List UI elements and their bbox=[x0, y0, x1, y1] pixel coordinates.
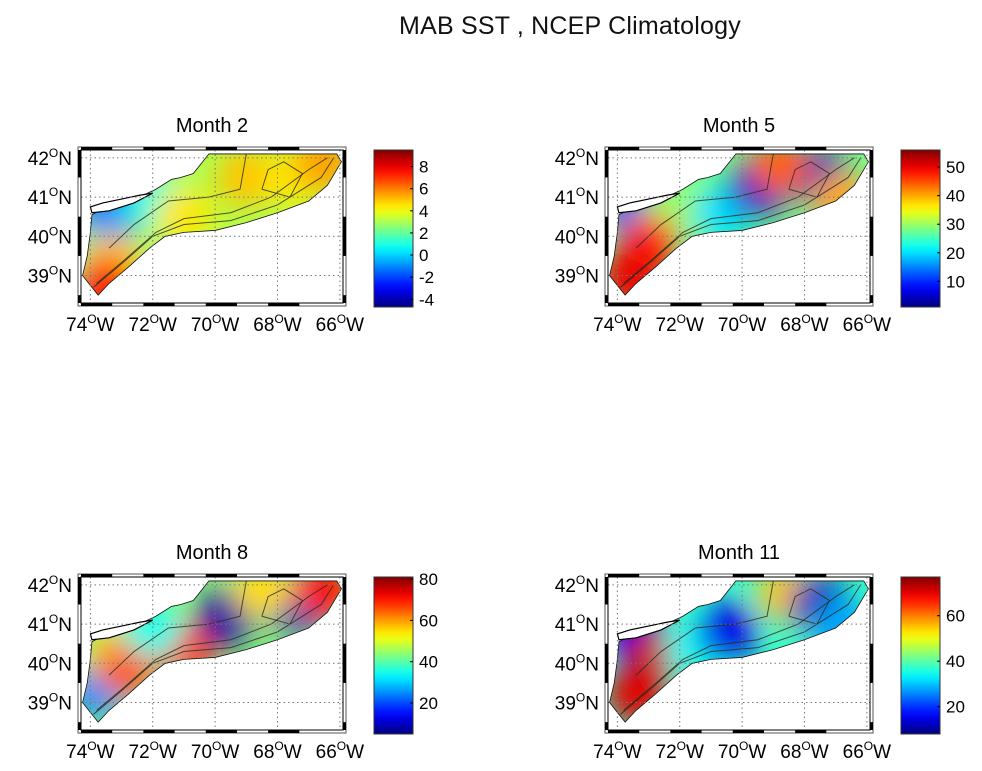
x-tick-label: 74OW bbox=[66, 312, 114, 336]
x-tick-label: 68OW bbox=[253, 739, 301, 763]
field-sample bbox=[216, 153, 277, 208]
colorbar-tick-label: 20 bbox=[946, 698, 965, 717]
bathymetry-contour bbox=[620, 584, 862, 715]
panel-title: Month 8 bbox=[176, 542, 248, 564]
bathymetry-contour bbox=[788, 588, 831, 625]
panel-title: Month 11 bbox=[698, 542, 780, 564]
panel-month-2: Month 2 39ON 40ON 41ON 42ON 74OW 72OW 70OW 68OW 6… bbox=[0, 108, 440, 338]
y-tick-label: 42ON bbox=[28, 573, 72, 597]
y-tick-label: 39ON bbox=[555, 264, 599, 288]
colorbar-tick-label: 2 bbox=[419, 224, 428, 243]
colorbar-tick-label: 8 bbox=[419, 158, 428, 177]
bathymetry-contour bbox=[93, 157, 335, 288]
bathymetry-contour bbox=[108, 153, 247, 249]
colorbar-tick-label: 40 bbox=[946, 652, 965, 671]
field-sample bbox=[696, 601, 757, 662]
field-sample bbox=[749, 153, 810, 196]
colorbar-tick-label: 50 bbox=[946, 158, 965, 177]
colorbar-tick-label: -2 bbox=[419, 268, 434, 287]
panel-title: Month 2 bbox=[176, 115, 248, 137]
y-tick-label: 39ON bbox=[28, 264, 72, 288]
x-tick-label: 66OW bbox=[843, 739, 891, 763]
chart-svg: Month 5 39ON 40ON 41ON 42ON 74OW 72OW 70OW 68OW 6… bbox=[555, 115, 965, 336]
colorbar-tick-label: 6 bbox=[419, 180, 428, 199]
field-sample bbox=[82, 257, 133, 296]
colorbar bbox=[900, 576, 941, 735]
long-island-land bbox=[89, 192, 154, 214]
colorbar-tick-label: 0 bbox=[419, 246, 428, 265]
long-island-land bbox=[616, 619, 681, 641]
x-tick-label: 74OW bbox=[593, 739, 641, 763]
y-tick-label: 39ON bbox=[555, 691, 599, 715]
colorbar-tick-label: 20 bbox=[419, 694, 438, 713]
bathymetry-contour bbox=[788, 161, 831, 198]
panel-month-8: Month 8 39ON 40ON 41ON 42ON 74OW 72OW 70OW 68OW 6… bbox=[0, 535, 440, 765]
x-tick-label: 66OW bbox=[316, 739, 364, 763]
y-tick-label: 40ON bbox=[28, 224, 72, 248]
bathymetry-contour bbox=[635, 153, 774, 249]
colorbar-tick-label: 4 bbox=[419, 202, 428, 221]
field-sample bbox=[231, 580, 292, 619]
y-tick-label: 41ON bbox=[28, 185, 72, 209]
x-tick-label: 72OW bbox=[129, 312, 177, 336]
y-tick-label: 40ON bbox=[28, 651, 72, 675]
x-tick-label: 72OW bbox=[656, 739, 704, 763]
x-tick-label: 70OW bbox=[191, 739, 239, 763]
panel-month-11: Month 11 39ON 40ON 41ON 42ON 74OW 72OW 70OW 68OW… bbox=[527, 535, 967, 765]
y-tick-label: 41ON bbox=[28, 612, 72, 636]
chart-svg: Month 2 39ON 40ON 41ON 42ON 74OW 72OW 70OW 68OW 6… bbox=[28, 115, 434, 336]
colorbar-tick-label: -4 bbox=[419, 290, 434, 309]
bathymetry-contour bbox=[261, 588, 304, 625]
colorbar-tick-label: 80 bbox=[419, 570, 438, 589]
x-tick-label: 74OW bbox=[593, 312, 641, 336]
panel-month-5: Month 5 39ON 40ON 41ON 42ON 74OW 72OW 70OW 68OW 6… bbox=[527, 108, 967, 338]
x-tick-label: 70OW bbox=[191, 312, 239, 336]
colorbar-tick-label: 10 bbox=[946, 272, 965, 291]
y-tick-label: 40ON bbox=[555, 651, 599, 675]
y-tick-label: 41ON bbox=[555, 612, 599, 636]
colorbar-tick-label: 40 bbox=[419, 653, 438, 672]
y-tick-label: 39ON bbox=[28, 691, 72, 715]
x-tick-label: 74OW bbox=[66, 739, 114, 763]
x-tick-label: 68OW bbox=[780, 739, 828, 763]
colorbar bbox=[373, 576, 414, 735]
y-tick-label: 42ON bbox=[555, 573, 599, 597]
bathymetry-contour bbox=[620, 157, 862, 288]
y-tick-label: 41ON bbox=[555, 185, 599, 209]
colorbar-tick-label: 40 bbox=[946, 187, 965, 206]
long-island-land bbox=[89, 619, 154, 641]
colorbar bbox=[373, 149, 414, 308]
y-tick-label: 42ON bbox=[555, 146, 599, 170]
bathymetry-contour bbox=[93, 584, 335, 715]
x-tick-label: 68OW bbox=[780, 312, 828, 336]
x-tick-label: 66OW bbox=[843, 312, 891, 336]
y-tick-label: 40ON bbox=[555, 224, 599, 248]
x-tick-label: 68OW bbox=[253, 312, 301, 336]
colorbar bbox=[900, 149, 941, 308]
figure-title: MAB SST , NCEP Climatology bbox=[399, 12, 741, 40]
bathymetry-contour bbox=[108, 580, 247, 676]
bathymetry-contour bbox=[261, 161, 304, 198]
x-tick-label: 70OW bbox=[718, 739, 766, 763]
chart-svg: Month 11 39ON 40ON 41ON 42ON 74OW 72OW 70OW 68OW… bbox=[555, 542, 965, 763]
colorbar-tick-label: 60 bbox=[419, 611, 438, 630]
x-tick-label: 66OW bbox=[316, 312, 364, 336]
x-tick-label: 70OW bbox=[718, 312, 766, 336]
panel-title: Month 5 bbox=[703, 115, 775, 137]
sst-field bbox=[82, 153, 342, 296]
colorbar-tick-label: 60 bbox=[946, 607, 965, 626]
y-tick-label: 42ON bbox=[28, 146, 72, 170]
colorbar-tick-label: 20 bbox=[946, 244, 965, 263]
chart-svg: Month 8 39ON 40ON 41ON 42ON 74OW 72OW 70OW 68OW 6… bbox=[28, 542, 438, 763]
x-tick-label: 72OW bbox=[656, 312, 704, 336]
x-tick-label: 72OW bbox=[129, 739, 177, 763]
colorbar-tick-label: 30 bbox=[946, 215, 965, 234]
long-island-land bbox=[616, 192, 681, 214]
bathymetry-contour bbox=[635, 580, 774, 676]
sst-field bbox=[609, 580, 869, 723]
